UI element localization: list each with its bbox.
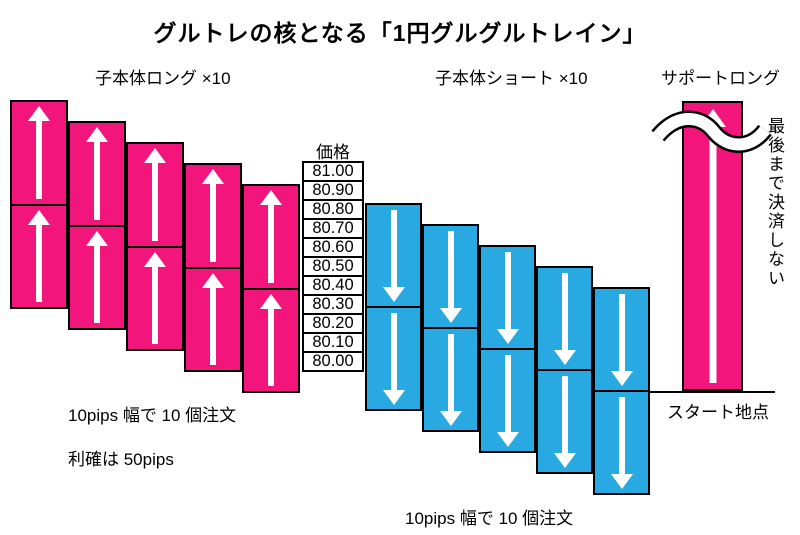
start-point-label: スタート地点	[667, 403, 769, 422]
up-arrow-icon	[128, 144, 182, 246]
short-group-label: 子本体ショート ×10	[435, 69, 588, 88]
price-cell: 81.00	[302, 161, 364, 182]
long-bar-3	[126, 142, 184, 351]
short-bar-3	[479, 245, 536, 453]
short-bar-2	[422, 224, 479, 432]
price-table: 81.00 80.90 80.80 80.70 80.60 80.50 80.40 80.30…	[302, 161, 364, 372]
support-group-label: サポートロング	[661, 69, 780, 88]
long-bar-1	[10, 100, 68, 309]
up-arrow-icon	[12, 102, 66, 204]
long-group-label: 子本体ロング ×10	[95, 69, 231, 88]
price-cell: 80.30	[302, 294, 364, 315]
long-group-caption: 10pips 幅で 10 個注文 利確は 50pips	[68, 383, 236, 471]
break-squiggle-icon	[651, 110, 772, 153]
down-arrow-icon	[538, 268, 591, 369]
long-caption-line2: 利確は 50pips	[68, 450, 174, 469]
long-bar-5	[242, 184, 300, 393]
down-arrow-icon	[538, 371, 591, 472]
price-column-header: 価格	[316, 143, 350, 162]
price-cell: 80.60	[302, 237, 364, 258]
page-title: グルトレの核となる「1円グルグルトレイン」	[153, 20, 647, 46]
down-arrow-icon	[595, 289, 648, 390]
up-arrow-icon	[70, 123, 124, 225]
short-bar-1	[365, 203, 422, 411]
down-arrow-icon	[595, 392, 648, 493]
price-cell: 80.80	[302, 199, 364, 220]
up-arrow-icon	[12, 206, 66, 308]
down-arrow-icon	[367, 308, 420, 409]
price-cell: 80.00	[302, 351, 364, 372]
price-cell: 80.40	[302, 275, 364, 296]
down-arrow-icon	[367, 205, 420, 306]
long-bar-2	[68, 121, 126, 330]
up-arrow-icon	[70, 227, 124, 329]
support-side-note: 最後まで決済しない	[765, 117, 784, 288]
up-arrow-icon	[244, 290, 298, 392]
short-caption-line1: 10pips 幅で 10 個注文	[405, 509, 574, 528]
short-bar-4	[536, 266, 593, 474]
price-cell: 80.10	[302, 332, 364, 353]
short-group-caption: 10pips 幅で 10 個注文 利確は 50pips	[405, 486, 573, 535]
price-cell: 80.50	[302, 256, 364, 277]
up-arrow-icon	[186, 165, 240, 267]
long-caption-line1: 10pips 幅で 10 個注文	[68, 406, 237, 425]
down-arrow-icon	[424, 226, 477, 327]
up-arrow-icon	[128, 248, 182, 350]
price-cell: 80.90	[302, 180, 364, 201]
up-arrow-icon	[244, 186, 298, 288]
up-arrow-icon	[186, 269, 240, 371]
price-cell: 80.70	[302, 218, 364, 239]
down-arrow-icon	[424, 329, 477, 430]
price-cell: 80.20	[302, 313, 364, 334]
down-arrow-icon	[481, 350, 534, 451]
short-bar-5	[593, 287, 650, 495]
down-arrow-icon	[481, 247, 534, 348]
start-line	[650, 391, 775, 393]
long-bar-4	[184, 163, 242, 372]
